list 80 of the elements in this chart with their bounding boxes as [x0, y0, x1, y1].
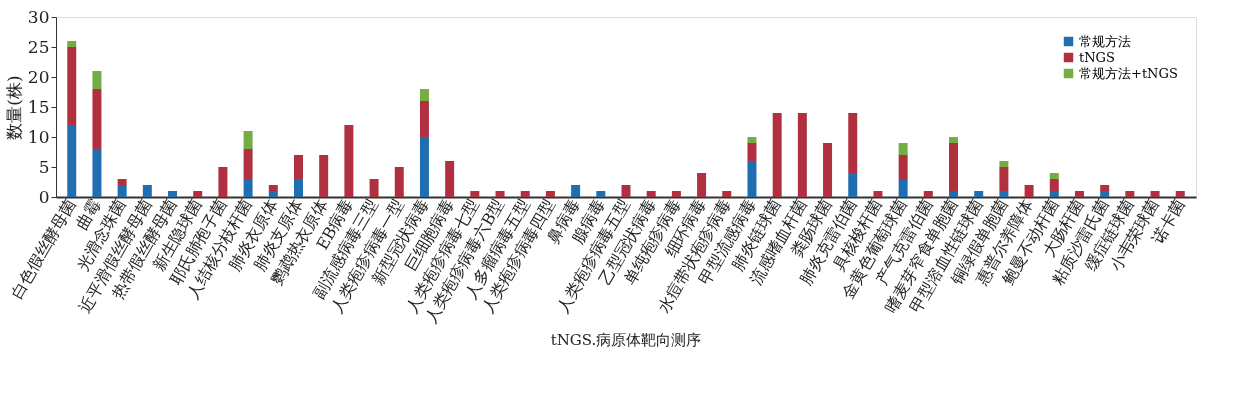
bar [92, 71, 102, 89]
legend-label: tNGS [1079, 49, 1115, 65]
bar [772, 113, 782, 197]
bar [823, 143, 833, 197]
bar [193, 191, 203, 197]
y-axis-title: 数量(株) [3, 75, 24, 140]
bar [898, 179, 908, 197]
y-tick-label: 20 [27, 66, 50, 87]
y-tick-label: 15 [27, 96, 50, 117]
bar [117, 179, 127, 185]
bar [848, 113, 858, 173]
bar [722, 191, 732, 197]
y-tick-label: 5 [38, 156, 50, 177]
bar [168, 191, 178, 197]
bar [293, 179, 303, 197]
bar [520, 191, 530, 197]
bar [268, 191, 278, 197]
text: tNGS.病原体靶向测序 [550, 331, 702, 350]
bar [67, 125, 77, 197]
bar [949, 191, 959, 197]
bar [596, 191, 606, 197]
bar [999, 161, 1009, 167]
bar [1049, 191, 1059, 197]
bar [873, 191, 883, 197]
bar [697, 173, 707, 197]
bar [797, 113, 807, 197]
legend-label: 常规方法+tNGS [1079, 65, 1178, 81]
bar [1049, 173, 1059, 179]
bar [1074, 191, 1084, 197]
bar [545, 191, 555, 197]
bar [898, 143, 908, 155]
bar [974, 191, 984, 197]
bar [394, 167, 404, 197]
bar [419, 89, 429, 101]
bar [369, 179, 379, 197]
y-tick-label: 30 [27, 6, 50, 27]
bar [218, 167, 228, 197]
bar [445, 161, 455, 197]
bar [419, 101, 429, 137]
bar [293, 155, 303, 179]
bar [344, 125, 354, 197]
bar [923, 191, 933, 197]
bar [268, 185, 278, 191]
bar [671, 191, 681, 197]
bar [949, 143, 959, 191]
bar [999, 191, 1009, 197]
bar [646, 191, 656, 197]
y-tick-label: 0 [38, 186, 50, 207]
bar [67, 41, 77, 47]
bar [949, 137, 959, 143]
bar [848, 173, 858, 197]
bar [92, 149, 102, 197]
bar [243, 179, 253, 197]
bar [1125, 191, 1135, 197]
bar [571, 185, 581, 197]
bar [898, 155, 908, 179]
bar [1100, 185, 1110, 191]
bar [243, 149, 253, 179]
bar [117, 185, 127, 197]
bar [495, 191, 505, 197]
bar [1100, 191, 1110, 197]
bar [999, 167, 1009, 191]
bar [747, 161, 757, 197]
y-tick-label: 10 [27, 126, 50, 147]
bar [747, 137, 757, 143]
bar [1175, 191, 1185, 197]
bar [419, 137, 429, 197]
bar [1049, 179, 1059, 191]
bar [747, 143, 757, 161]
bar [92, 89, 102, 149]
bar [470, 191, 480, 197]
bar [1024, 185, 1034, 197]
legend-label: 常规方法 [1079, 33, 1131, 49]
bar [621, 185, 631, 197]
bar [1150, 191, 1160, 197]
y-tick-label: 25 [27, 36, 50, 57]
bar [67, 47, 77, 125]
bar [142, 185, 152, 197]
bar [319, 155, 329, 197]
bar [243, 131, 253, 149]
